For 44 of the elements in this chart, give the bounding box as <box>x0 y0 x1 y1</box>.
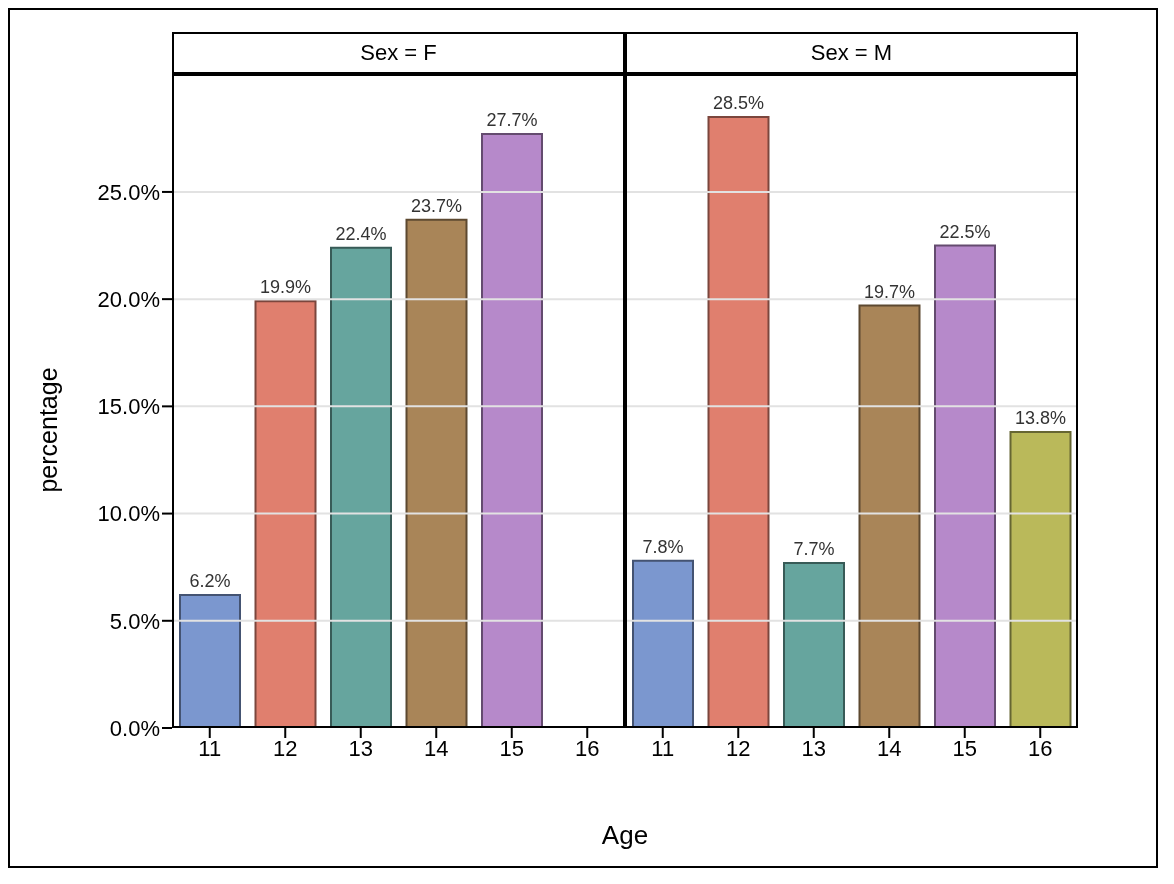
data-label: 23.7% <box>410 195 463 216</box>
x-tick-label: 14 <box>877 735 902 761</box>
bar <box>179 594 241 728</box>
bar <box>632 559 694 728</box>
bar <box>254 300 317 728</box>
bar <box>330 246 392 728</box>
x-tick-label: 12 <box>726 735 751 761</box>
y-axis-title: percentage <box>33 367 63 493</box>
y-tick-label: 15.0% <box>97 394 160 420</box>
x-axis-title: Age <box>600 820 650 851</box>
x-tick-label: 14 <box>424 735 449 761</box>
bar <box>405 218 468 728</box>
bar <box>481 133 543 728</box>
data-label: 27.7% <box>486 110 538 131</box>
y-tick-label: 25.0% <box>97 179 160 205</box>
y-tick-label: 20.0% <box>97 286 160 312</box>
x-tick-label: 13 <box>801 735 826 761</box>
bar <box>707 115 770 728</box>
bar <box>934 244 996 728</box>
bar <box>783 561 845 728</box>
x-tick-label: 16 <box>1028 735 1053 761</box>
data-label: 19.9% <box>259 277 312 298</box>
x-tick-label: 15 <box>499 735 524 761</box>
bar <box>1009 431 1072 728</box>
chart-title: Sex = F <box>172 32 625 74</box>
x-tick-label: 13 <box>348 735 373 761</box>
x-tick-label: 15 <box>952 735 977 761</box>
data-label: 19.7% <box>863 281 916 302</box>
bar <box>858 304 921 728</box>
data-label: 22.4% <box>335 223 387 244</box>
chart-title: Sex = M <box>625 32 1078 74</box>
y-tick-label: 0.0% <box>109 715 160 741</box>
y-tick-label: 10.0% <box>97 501 160 527</box>
data-label: 22.5% <box>939 221 991 242</box>
data-label: 13.8% <box>1014 408 1067 429</box>
data-label: 6.2% <box>189 571 231 592</box>
data-label: 28.5% <box>712 92 765 113</box>
x-tick-label: 11 <box>198 735 222 761</box>
y-tick-label: 5.0% <box>109 608 160 634</box>
x-tick-label: 16 <box>575 735 600 761</box>
data-label: 7.8% <box>642 536 684 557</box>
data-label: 7.7% <box>793 538 835 559</box>
x-tick-label: 11 <box>651 735 675 761</box>
x-tick-label: 12 <box>273 735 298 761</box>
